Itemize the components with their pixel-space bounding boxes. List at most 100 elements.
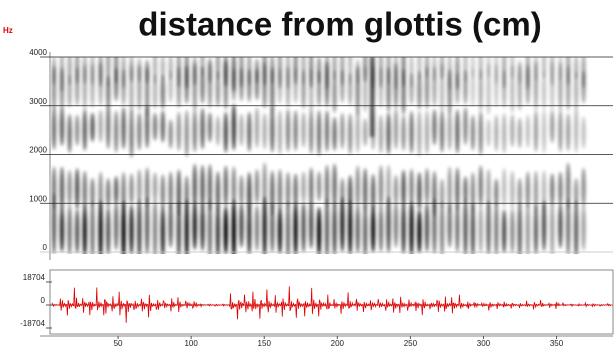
striation [51, 192, 57, 254]
striation [470, 202, 476, 254]
striation [533, 110, 539, 153]
striation [129, 57, 134, 83]
striation [525, 171, 531, 209]
striation [270, 107, 275, 153]
striation [393, 202, 399, 248]
striation [98, 200, 103, 254]
striation [525, 57, 531, 90]
striation [200, 164, 205, 211]
striation [176, 200, 182, 254]
striation [247, 203, 252, 254]
striation [90, 177, 95, 208]
y-tick-label: 1000 [29, 194, 47, 203]
striation [113, 175, 119, 206]
striation [447, 166, 452, 214]
striation [215, 70, 221, 108]
striation [168, 202, 173, 249]
striation [455, 109, 460, 154]
striation [207, 164, 213, 212]
striation [160, 110, 166, 143]
striation [386, 164, 391, 210]
striation [270, 57, 275, 85]
striation [565, 113, 571, 152]
striation [517, 59, 522, 84]
striation [486, 168, 491, 212]
striation [144, 167, 150, 209]
striation [160, 205, 166, 254]
x-tick-label: 250 [404, 339, 418, 348]
striation [121, 106, 126, 150]
striation [386, 57, 391, 85]
striation [455, 57, 460, 91]
striation [98, 57, 103, 87]
striation [340, 112, 345, 150]
striation [378, 57, 384, 89]
striation [486, 57, 491, 79]
striation [231, 103, 237, 151]
striation [74, 208, 80, 254]
striation [215, 204, 221, 254]
x-tick-label: 350 [550, 339, 564, 348]
striation [470, 57, 476, 78]
striation [533, 204, 539, 254]
striation [378, 165, 384, 210]
striation [137, 112, 142, 151]
striation [184, 198, 189, 254]
striation [463, 106, 468, 146]
striation [74, 114, 80, 146]
striation [424, 57, 430, 79]
striation [417, 110, 422, 157]
y-tick-label: -18704 [20, 319, 45, 328]
striation [424, 65, 430, 110]
striation [113, 110, 119, 153]
striation [277, 207, 283, 254]
striation [486, 63, 491, 116]
striation [558, 57, 563, 82]
striation [393, 57, 399, 91]
striation [573, 57, 579, 81]
striation [74, 168, 80, 210]
striation [192, 163, 197, 210]
striation [501, 167, 507, 208]
striation [207, 198, 213, 254]
striation [510, 57, 515, 79]
striation [160, 57, 166, 82]
striation [417, 57, 422, 81]
striation [550, 110, 555, 144]
striation [129, 204, 134, 254]
striation [301, 171, 306, 203]
striation [541, 200, 547, 252]
striation [129, 173, 134, 206]
striation [517, 202, 522, 254]
striation [168, 171, 173, 211]
striation [447, 109, 452, 151]
striation [439, 178, 445, 209]
striation [277, 169, 283, 214]
striation [184, 175, 189, 213]
striation [262, 112, 267, 150]
striation [424, 201, 430, 253]
striation [525, 202, 531, 254]
striation [67, 205, 72, 254]
striation [215, 115, 221, 146]
striation [478, 110, 483, 156]
striation [90, 199, 95, 254]
striation [470, 172, 476, 214]
striation [113, 201, 119, 251]
striation [362, 118, 368, 147]
waveform-trace [51, 286, 612, 323]
striation [324, 57, 330, 90]
striation [270, 202, 275, 253]
striation [152, 172, 158, 202]
striation [439, 200, 445, 254]
striation [254, 204, 260, 252]
striation [223, 57, 229, 87]
striation [439, 110, 445, 153]
striation [113, 57, 119, 84]
striation [409, 57, 414, 88]
striation [144, 59, 150, 84]
striation [355, 58, 360, 85]
striation [223, 111, 229, 153]
striation [386, 196, 391, 253]
striation [152, 112, 158, 141]
